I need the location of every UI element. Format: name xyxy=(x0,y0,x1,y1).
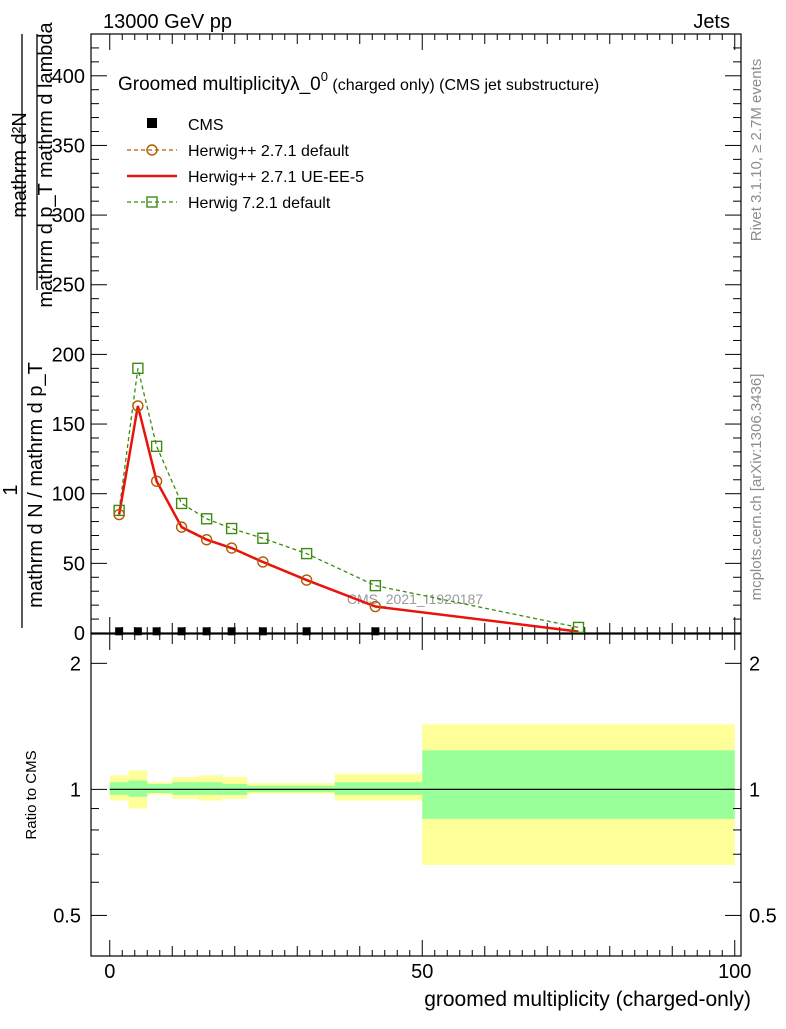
ratio-ytick-label-right-0: 0.5 xyxy=(749,905,777,927)
cms-point xyxy=(202,627,211,636)
main-ytick-label-6: 300 xyxy=(52,205,85,227)
cms-point xyxy=(302,627,311,636)
herwig7-point xyxy=(300,547,313,560)
herwigpp-default-point xyxy=(113,508,125,521)
herwig7-point xyxy=(175,497,188,510)
herwigpp-default-point xyxy=(150,475,163,487)
cms-point xyxy=(227,627,236,636)
main-ytick-label-4: 200 xyxy=(52,344,85,366)
ylabel-denominator: mathrm d p_T mathrm d lambda xyxy=(35,21,57,307)
ratio-band-inner-4 xyxy=(197,782,223,795)
herwig7-point xyxy=(200,513,213,525)
herwig7-point xyxy=(225,522,238,535)
series-herwig7-line xyxy=(118,368,579,629)
cms-point xyxy=(152,627,161,636)
cms-point xyxy=(371,627,380,636)
main-plot: 0 50 100 150 200 250 300 350 400 xyxy=(52,33,742,645)
main-ytick-label-5: 250 xyxy=(52,275,85,297)
mcplots-label: mcplots.cern.ch [arXiv:1306.3436] xyxy=(748,374,765,601)
ratio-band-inner-7 xyxy=(334,782,423,795)
main-ytick-label-0: 0 xyxy=(74,623,85,645)
main-frame xyxy=(90,33,742,634)
main-ytick-label-8: 400 xyxy=(52,66,85,88)
herwigpp-default-point xyxy=(369,600,382,613)
ratio-band-inner-8 xyxy=(422,750,735,819)
header-process: Jets xyxy=(693,11,730,33)
ratio-plot: 0 50 100 0.5 0.5 1 1 2 2 xyxy=(53,633,777,983)
main-ylabel: mathrm d²N mathrm d p_T mathrm d lambda … xyxy=(0,21,57,628)
legend-cms-label: CMS xyxy=(188,117,224,134)
rivet-label: Rivet 3.1.10, ≥ 2.7M events xyxy=(748,59,765,242)
cms-point xyxy=(177,627,186,636)
herwigpp-default-point xyxy=(225,542,238,554)
herwig7-point xyxy=(132,362,144,375)
ratio-band-inner-0 xyxy=(109,782,129,795)
main-ytick-label-2: 100 xyxy=(52,484,85,506)
plot-title-tail: (charged only) (CMS jet substructure) xyxy=(328,77,599,94)
ratio-band-inner-2 xyxy=(147,783,173,794)
ratio-band-inner-3 xyxy=(172,782,198,795)
ylabel-one: 1 xyxy=(0,484,22,495)
ratio-band-inner-1 xyxy=(128,780,148,797)
main-ytick-label-1: 50 xyxy=(63,553,85,575)
ylabel-numerator: mathrm d²N xyxy=(9,112,31,218)
ratio-frame xyxy=(90,633,742,957)
plot-title-main: Groomed multiplicityλ_0 xyxy=(118,74,321,95)
series-herwigpp-ueee5-line xyxy=(117,405,579,633)
xlabel: groomed multiplicity (charged-only) xyxy=(424,988,751,1011)
herwigpp-default-point xyxy=(257,556,269,568)
ratio-xtick-label-1: 50 xyxy=(411,961,433,983)
herwig7-point xyxy=(369,579,382,592)
main-ytick-label-7: 350 xyxy=(52,135,85,157)
herwigpp-default-point xyxy=(300,574,313,586)
herwig7-point xyxy=(113,504,125,517)
cms-point xyxy=(115,627,124,636)
analysis-watermark: CMS_2021_I1920187 xyxy=(347,591,483,607)
herwigpp-default-point xyxy=(175,521,188,533)
plot-title: Groomed multiplicityλ_00 (charged only) … xyxy=(118,69,599,95)
herwigpp-default-point xyxy=(132,400,144,412)
legend-herwigpp-default-label: Herwig++ 2.7.1 default xyxy=(188,143,350,160)
ratio-ytick-label-left-1: 1 xyxy=(70,779,81,801)
main-ytick-label-3: 150 xyxy=(52,414,85,436)
ratio-ytick-label-left-2: 2 xyxy=(70,653,81,675)
legend-cms-marker xyxy=(147,118,157,128)
legend: CMS Herwig++ 2.7.1 default Herwig++ 2.7.… xyxy=(127,117,364,212)
ratio-ytick-label-right-1: 1 xyxy=(749,779,760,801)
herwig7-point xyxy=(150,440,163,453)
header-energy: 13000 GeV pp xyxy=(103,11,232,33)
legend-herwigpp-ueee5-label: Herwig++ 2.7.1 UE-EE-5 xyxy=(188,169,364,186)
herwig7-point xyxy=(257,532,269,544)
legend-herwig7-marker xyxy=(146,196,158,208)
ratio-xtick-label-0: 0 xyxy=(104,961,115,983)
cms-point xyxy=(133,627,142,636)
plot-title-sup: 0 xyxy=(321,69,328,84)
herwigpp-default-point xyxy=(200,533,213,546)
ratio-xtick-label-2: 100 xyxy=(718,961,751,983)
cms-point xyxy=(258,627,267,636)
ratio-ylabel: Ratio to CMS xyxy=(23,750,40,839)
ylabel-prefix-denominator: mathrm d N / mathrm d p_T xyxy=(25,362,47,608)
ratio-ytick-label-right-2: 2 xyxy=(749,653,760,675)
legend-herwig7-label: Herwig 7.2.1 default xyxy=(188,195,331,212)
herwig7-point xyxy=(572,621,585,634)
ratio-ytick-label-left-0: 0.5 xyxy=(53,905,81,927)
legend-herwigpp-default-marker xyxy=(146,144,158,156)
